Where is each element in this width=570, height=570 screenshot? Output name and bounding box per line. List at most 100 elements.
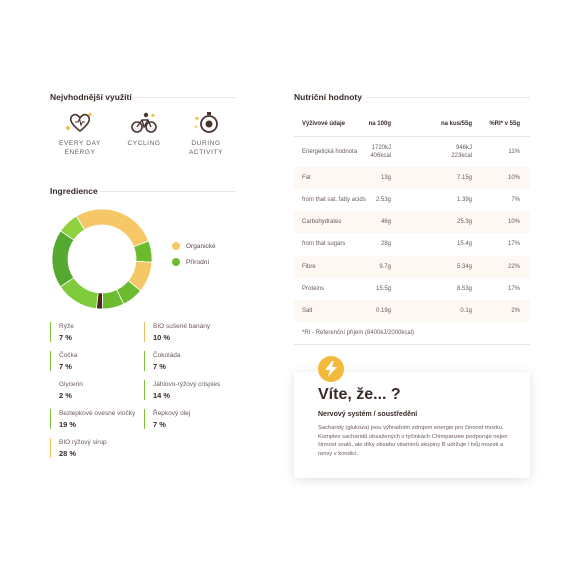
nutrition-footnote: *RI - Referenční příjem (8400kJ/2000kcal… — [294, 322, 530, 344]
ingredient-name: Glycerin — [59, 381, 83, 388]
nutrition-title: Nutriční hodnoty — [294, 92, 362, 102]
ingredient-item: Bezlepkové ovesné vločky 19 % — [50, 409, 138, 429]
donut-slice — [51, 230, 75, 288]
nutrition-footnote-text: *RI - Referenční příjem (8400kJ/2000kcal… — [302, 330, 415, 336]
ingredient-percent: 2 % — [59, 391, 72, 400]
ingredients-title-rule — [100, 191, 236, 192]
heart-sparkle-icon — [65, 112, 93, 133]
table-row: Energetická hodnota 1720kJ 406kcal 946kJ… — [294, 140, 530, 164]
table-cell: 25.3g — [456, 219, 472, 225]
ingredient-name: Bezlepkové ovesné vločky — [59, 410, 136, 417]
table-cell: 7.15g — [456, 175, 472, 181]
ingredient-percent: 28 % — [59, 449, 77, 458]
table-cell: 15.5g — [375, 286, 391, 292]
table-cell: 10% — [507, 219, 520, 225]
table-row: Salt 0.19g 0.1g 2% — [294, 300, 530, 322]
table-cell: Proteins — [302, 286, 325, 292]
ingredient-item: Řepkový olej 7 % — [144, 409, 236, 429]
stopwatch-icon — [194, 112, 218, 133]
ingredient-item: BIO rýžový sirup 28 % — [50, 438, 138, 458]
nutrition-header-row: Výživové údaje na 100g na kus/55g %RI* v… — [294, 113, 530, 135]
usage-title: Nejvhodnější využití — [50, 92, 132, 102]
table-cell: Salt — [302, 308, 313, 314]
lightning-icon — [325, 361, 337, 377]
ingredient-percent: 7 % — [59, 333, 72, 342]
legend-item-natural: Přírodní — [172, 258, 209, 266]
usage-label-line1: CYCLING — [127, 140, 161, 147]
table-cell: 17% — [507, 286, 520, 292]
table-cell: 10% — [507, 175, 520, 181]
ingredient-percent: 19 % — [59, 420, 77, 429]
legend-label-natural: Přírodní — [186, 258, 210, 266]
usage-item-everyday-energy: EVERY DAY ENERGY — [50, 110, 110, 157]
table-row: Carbohydrates 46g 25.3g 10% — [294, 211, 530, 233]
legend-dot-organic — [172, 242, 180, 250]
table-cell: Energetická hodnota — [302, 149, 358, 155]
did-you-know-title: Víte, že... ? — [318, 386, 401, 403]
legend-label-organic: Organické — [186, 242, 216, 250]
table-cell: 17% — [507, 241, 520, 247]
table-cell: Carbohydrates — [302, 219, 342, 225]
ingredient-item: Rýže 7 % — [50, 322, 138, 342]
table-cell: 0.19g — [375, 308, 391, 314]
ingredient-percent: 7 % — [153, 420, 166, 429]
table-cell: 0.1g — [460, 308, 472, 314]
ingredient-name: Řepkový olej — [153, 410, 191, 417]
table-cell: 5.34g — [456, 264, 472, 270]
usage-item-cycling: CYCLING — [124, 110, 164, 148]
ingredient-name: Čokoláda — [153, 352, 181, 359]
nutrition-header-rule — [294, 136, 530, 137]
ingredient-name: Čočka — [59, 352, 78, 359]
table-row: Proteins 15.5g 8.53g 17% — [294, 278, 530, 300]
did-you-know-text: Sacharidy (glukóza) jsou výhradním zdroj… — [318, 425, 508, 457]
lightning-badge — [318, 356, 344, 382]
did-you-know-card — [294, 372, 530, 478]
ingredient-item: Čočka 7 % — [50, 351, 138, 371]
usage-label-line2: ENERGY — [64, 149, 96, 156]
table-cell: 946kJ 223kcal — [451, 145, 472, 159]
nutrition-header-per100: na 100g — [368, 121, 391, 127]
table-cell: 11% — [508, 149, 520, 155]
ingredient-name: Rýže — [59, 323, 74, 330]
usage-label-line1: DURING ACTIVITY — [188, 140, 224, 156]
table-cell: 8.53g — [456, 286, 472, 292]
ingredient-item: Glycerin 2 % — [50, 380, 138, 400]
table-cell: 1720kJ 406kcal — [370, 145, 391, 159]
table-cell: Fat — [302, 175, 311, 181]
table-row: Fat 13g 7.15g 10% — [294, 167, 530, 189]
table-cell: 46g — [380, 219, 391, 225]
ingredients-title: Ingredience — [50, 186, 98, 196]
table-row: from that sat. fatty acids 2.53g 1.39g 7… — [294, 189, 530, 211]
ingredients-donut-chart — [51, 208, 153, 310]
table-cell: 9.7g — [379, 264, 391, 270]
table-row: Fibre 9.7g 5.34g 22% — [294, 256, 530, 278]
usage-title-rule — [132, 97, 236, 98]
cycling-icon — [131, 112, 157, 133]
did-you-know-subtitle: Nervový systém / soustředění — [318, 411, 418, 418]
table-cell: 7% — [511, 197, 520, 203]
table-cell: 28g — [380, 241, 391, 247]
legend-dot-natural — [172, 258, 180, 266]
table-cell: from that sugars — [302, 241, 346, 247]
ingredient-name: Jáhlovo-rýžový crispies — [153, 381, 221, 388]
ingredient-name: BIO rýžový sirup — [59, 439, 107, 446]
table-cell: 15.4g — [456, 241, 472, 247]
table-cell: 1.39g — [456, 197, 472, 203]
ingredient-item: Čokoláda 7 % — [144, 351, 236, 371]
nutrition-header-perpiece: na kus/55g — [440, 121, 472, 127]
nutrition-bottom-rule — [294, 344, 530, 345]
table-cell: 22% — [507, 264, 520, 270]
table-cell: 2% — [511, 308, 520, 314]
ingredient-percent: 10 % — [153, 333, 171, 342]
table-cell: 13g — [380, 175, 391, 181]
donut-slice — [60, 215, 86, 241]
ingredient-percent: 7 % — [59, 362, 72, 371]
ingredient-percent: 7 % — [153, 362, 166, 371]
ingredient-item: Jáhlovo-rýžový crispies 14 % — [144, 380, 236, 400]
table-cell: 2.53g — [375, 197, 391, 203]
donut-slice — [75, 208, 150, 248]
ingredient-percent: 14 % — [153, 391, 171, 400]
ingredient-item: BIO sušené banány 10 % — [144, 322, 236, 342]
table-cell: Fibre — [302, 264, 316, 270]
usage-label-line1: EVERY DAY — [59, 140, 101, 147]
